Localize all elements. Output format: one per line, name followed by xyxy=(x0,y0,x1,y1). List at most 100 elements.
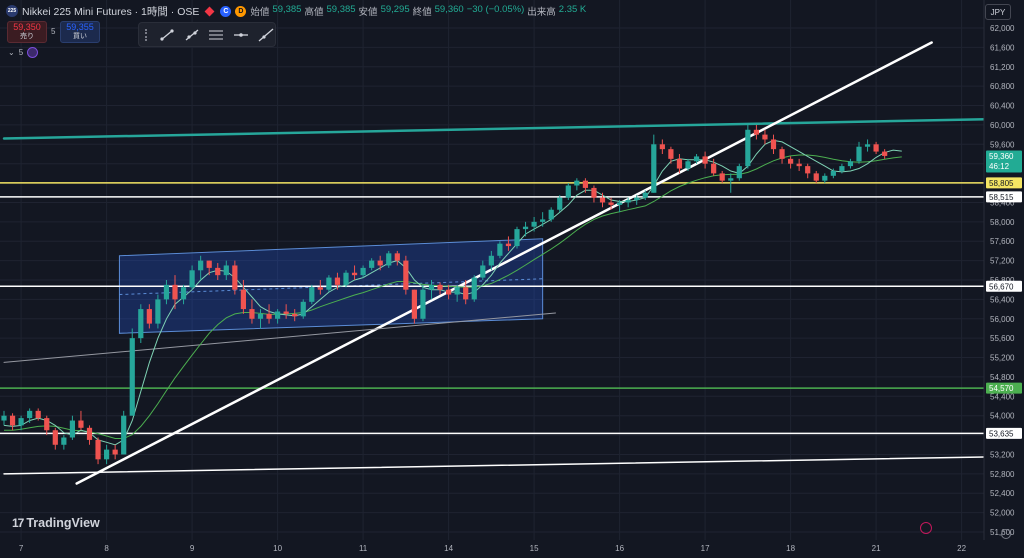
candle xyxy=(249,309,255,319)
candle xyxy=(548,209,554,220)
settings-icon[interactable] xyxy=(1001,529,1011,539)
candle xyxy=(813,173,819,181)
candle xyxy=(753,129,759,135)
moving-average-slow xyxy=(4,154,902,439)
y-tick-label: 61,200 xyxy=(990,63,1015,72)
candle xyxy=(608,202,614,205)
indicator-count: 5 xyxy=(18,48,24,57)
y-tick-label: 60,400 xyxy=(990,102,1015,111)
drag-handle-icon[interactable] xyxy=(145,28,151,41)
ohlc-values: 始値 59,385 高値 59,385 安値 59,295 終値 59,360 −30 … xyxy=(250,4,586,18)
extended-line-icon[interactable] xyxy=(257,27,275,43)
x-tick-label: 7 xyxy=(19,544,24,553)
buy-button[interactable]: 59,355 買い xyxy=(60,21,100,43)
replay-icon[interactable] xyxy=(920,522,932,534)
buy-price: 59,355 xyxy=(66,22,94,32)
candle xyxy=(369,260,375,268)
x-tick-label: 21 xyxy=(872,544,881,553)
candle xyxy=(565,185,571,198)
price-label-box xyxy=(986,427,1022,439)
ray-icon[interactable] xyxy=(183,27,201,43)
change-value: −30 (−0.05%) xyxy=(466,4,525,15)
y-tick-label: 61,600 xyxy=(990,43,1015,52)
x-tick-label: 9 xyxy=(190,544,195,553)
x-tick-label: 16 xyxy=(615,544,624,553)
y-tick-label: 57,600 xyxy=(990,237,1015,246)
candle xyxy=(155,299,161,324)
candle xyxy=(522,226,529,230)
candle xyxy=(9,415,16,426)
candle xyxy=(796,163,802,167)
candle xyxy=(728,178,734,181)
candle xyxy=(634,197,640,201)
close-value: 59,360 xyxy=(434,4,464,15)
badge-c: C xyxy=(220,5,232,17)
candle xyxy=(377,260,383,266)
y-tick-label: 57,200 xyxy=(990,257,1015,266)
candle xyxy=(86,427,93,440)
parallel-channel-icon[interactable] xyxy=(208,27,226,43)
candle xyxy=(685,161,691,169)
indicator-row[interactable]: ⌄ 5 xyxy=(8,47,39,58)
y-tick-label: 58,400 xyxy=(990,198,1015,207)
candle xyxy=(599,197,606,203)
price-label: 59,360 xyxy=(989,152,1014,161)
price-label-box xyxy=(986,177,1022,189)
price-label: 58,515 xyxy=(989,193,1014,202)
candle xyxy=(480,265,486,278)
candle xyxy=(343,272,349,285)
candle xyxy=(104,449,110,460)
badge-d: D xyxy=(235,5,247,17)
candle xyxy=(822,175,828,181)
x-tick-label: 15 xyxy=(530,544,539,553)
candle xyxy=(873,144,879,152)
trend-line xyxy=(75,41,933,485)
indicator-icon[interactable] xyxy=(27,47,39,58)
y-tick-label: 59,600 xyxy=(990,140,1015,149)
candle xyxy=(856,146,862,162)
candle xyxy=(668,149,674,159)
x-tick-label: 10 xyxy=(273,544,282,553)
candle xyxy=(540,219,546,222)
candle xyxy=(779,149,785,159)
candle xyxy=(770,139,777,150)
y-tick-label: 55,600 xyxy=(990,334,1015,343)
y-tick-label: 56,400 xyxy=(990,295,1015,304)
y-tick-label: 60,800 xyxy=(990,82,1015,91)
candle xyxy=(180,287,187,300)
candle xyxy=(625,200,631,203)
chevron-down-icon[interactable]: ⌄ xyxy=(8,48,15,57)
candle xyxy=(61,437,67,445)
price-axis-bg xyxy=(984,0,1024,558)
candle xyxy=(121,415,127,455)
candle xyxy=(78,420,84,428)
symbol-title[interactable]: Nikkei 225 Mini Futures · 1時間 · OSE xyxy=(22,5,200,18)
y-tick-label: 54,800 xyxy=(990,373,1015,382)
flag-icon[interactable] xyxy=(204,6,215,16)
candle xyxy=(864,144,871,147)
candle xyxy=(574,180,580,186)
candle xyxy=(292,313,298,317)
horizontal-line-icon[interactable] xyxy=(232,27,250,43)
price-label: 56,670 xyxy=(989,282,1014,291)
candle xyxy=(326,277,332,290)
trend-line-icon[interactable] xyxy=(158,27,176,43)
candle xyxy=(736,166,742,179)
currency-selector[interactable]: JPY xyxy=(985,4,1011,20)
sell-button[interactable]: 59,350 売り xyxy=(7,21,47,43)
x-tick-label: 8 xyxy=(104,544,109,553)
candle xyxy=(693,156,700,162)
candle xyxy=(394,253,400,261)
y-tick-label: 52,800 xyxy=(990,470,1015,479)
high-value: 59,385 xyxy=(326,4,356,15)
candle xyxy=(215,267,221,276)
candle xyxy=(1,415,7,421)
candle xyxy=(745,129,751,167)
candle xyxy=(651,144,657,193)
candle xyxy=(275,311,281,319)
candle xyxy=(839,166,845,171)
price-label-box xyxy=(986,280,1022,292)
candle xyxy=(711,163,717,174)
candle xyxy=(35,410,41,419)
